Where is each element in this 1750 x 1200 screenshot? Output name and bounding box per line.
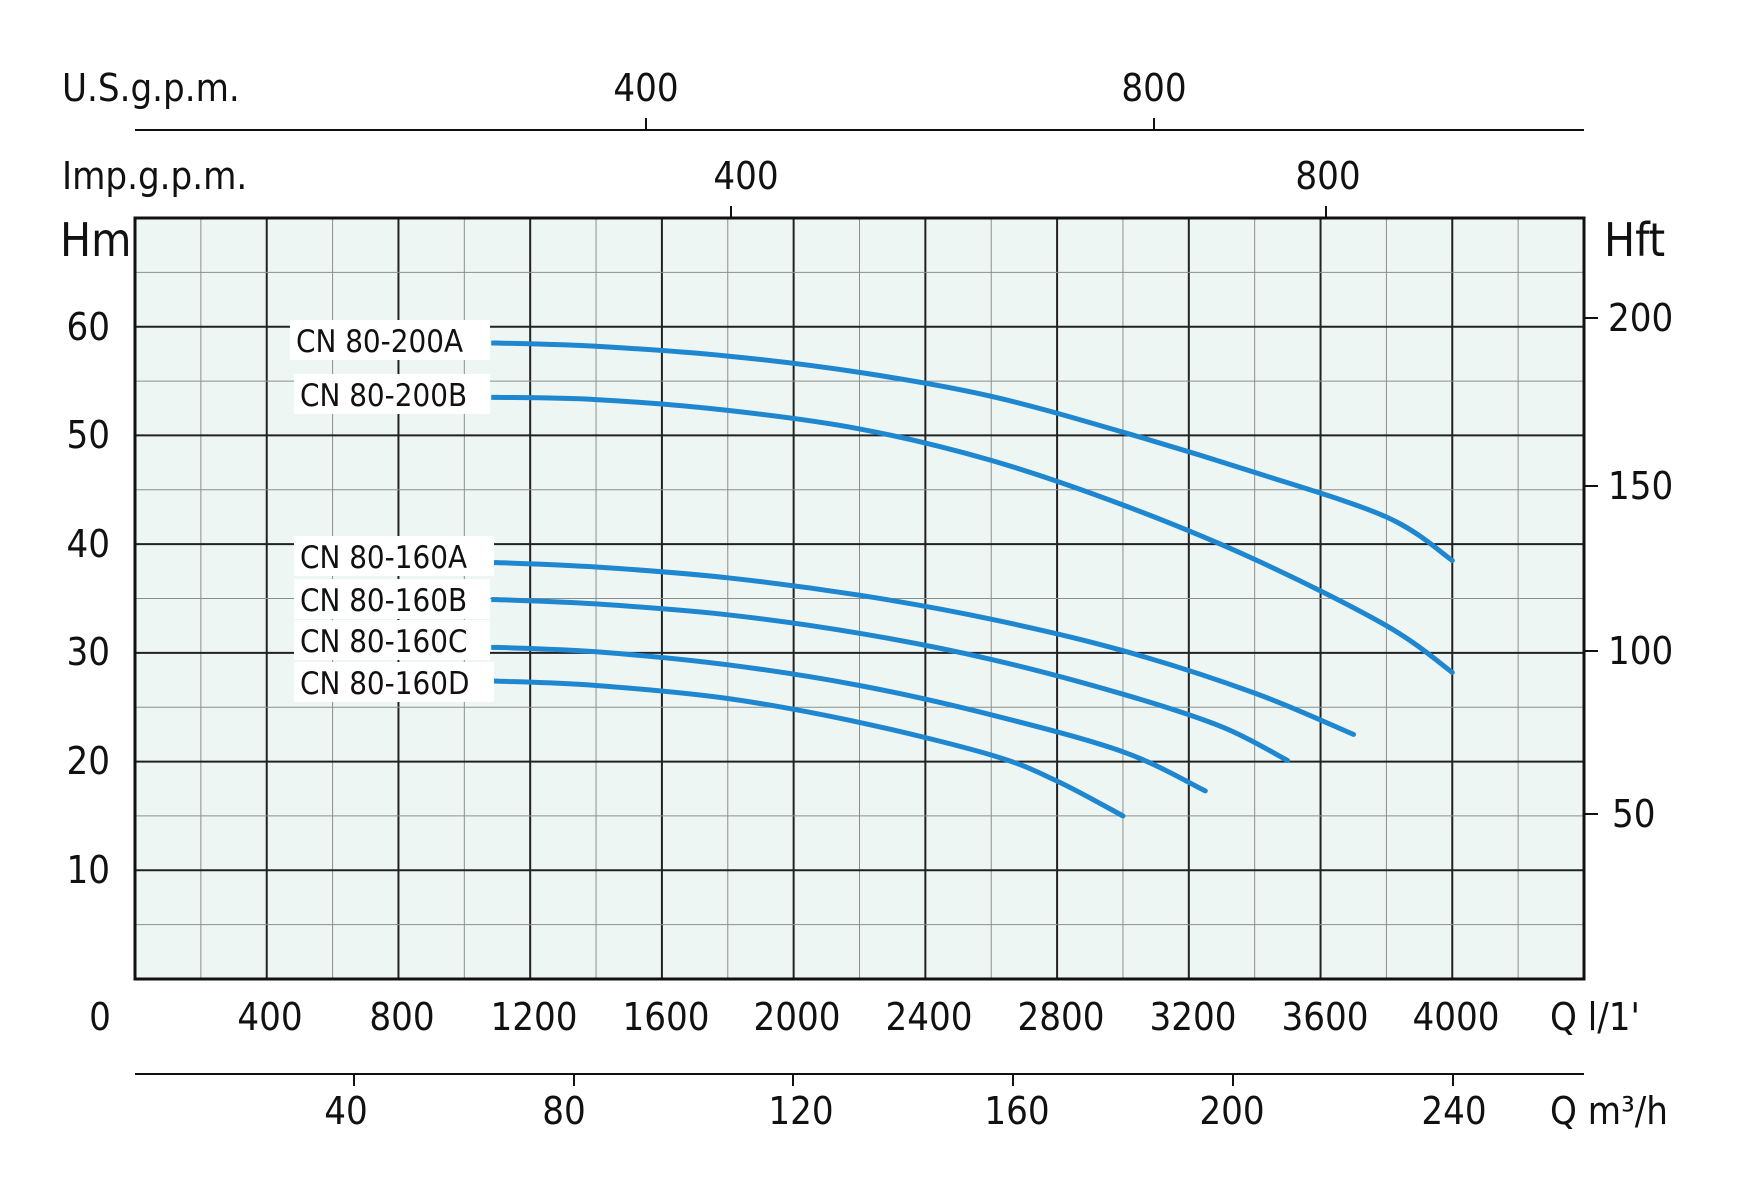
hm-tick-label: 60: [67, 305, 111, 349]
series-label-backing: [290, 320, 490, 360]
hft-tick-label: 50: [1612, 792, 1656, 836]
lmin-tick-label: 2000: [754, 995, 841, 1039]
series-label-backing: [294, 620, 490, 660]
series-label-cn80-160c: CN 80-160C: [300, 624, 467, 660]
hm-tick-label: 40: [67, 522, 111, 566]
us-gpm-tick-label: 800: [1121, 66, 1186, 110]
lmin-tick-label: 3200: [1150, 995, 1237, 1039]
series-label-cn80-160a: CN 80-160A: [300, 540, 467, 576]
m3h-tick-label: 200: [1199, 1089, 1264, 1133]
lmin-tick-label: 3600: [1282, 995, 1369, 1039]
series-line-cn-80-200a: [494, 340, 1455, 563]
series-line-cn-80-200b: [494, 394, 1455, 675]
x-primary-axis-label: Q l/1': [1550, 995, 1640, 1039]
hft-tick-label: 200: [1608, 296, 1673, 340]
m3h-tick-label: 80: [542, 1089, 586, 1133]
us-gpm-axis-label: U.S.g.p.m.: [62, 66, 240, 110]
lmin-tick-label: 4000: [1413, 995, 1500, 1039]
lmin-tick-label: 800: [369, 995, 434, 1039]
m3h-tick-label: 40: [324, 1089, 368, 1133]
x-secondary-axis-label: Q m³/h: [1550, 1089, 1668, 1133]
series-label-backing: [294, 536, 494, 576]
series-line-cn-80-160a: [494, 560, 1356, 737]
series-labels: CN 80-200A CN 80-200B CN 80-160A CN 80-1…: [290, 320, 494, 702]
lmin-tick-label: 400: [237, 995, 302, 1039]
imp-gpm-axis-label: Imp.g.p.m.: [62, 154, 247, 198]
hft-tick-label: 100: [1608, 629, 1673, 673]
hm-tick-label: 30: [67, 630, 111, 674]
hm-tick-label: 10: [67, 848, 111, 892]
m3h-tick-label: 240: [1421, 1089, 1486, 1133]
imp-gpm-tick-label: 800: [1295, 154, 1360, 198]
hm-tick-label: 50: [67, 413, 111, 457]
us-gpm-tick-label: 400: [613, 66, 678, 110]
series-label-cn80-200a: CN 80-200A: [296, 324, 463, 360]
series-label-cn80-160d: CN 80-160D: [300, 666, 469, 702]
y-left-axis-label: Hm: [60, 213, 131, 267]
hm-tick-label: 20: [67, 739, 111, 783]
plot-frame: [133, 216, 1586, 981]
series-line-cn-80-160d: [494, 678, 1126, 819]
lmin-tick-label: 0: [89, 995, 111, 1039]
series-label-backing: [294, 662, 494, 702]
lmin-tick-label: 1200: [491, 995, 578, 1039]
hft-tick-label: 150: [1608, 464, 1673, 508]
imp-gpm-tick-label: 400: [713, 154, 778, 198]
m3h-tick-label: 160: [984, 1089, 1049, 1133]
pump-curves: [491, 340, 1455, 819]
series-label-backing: [294, 374, 490, 414]
y-right-axis-label: Hft: [1604, 213, 1665, 267]
series-line-cn-80-160c: [494, 644, 1208, 794]
series-label-cn80-200b: CN 80-200B: [300, 378, 467, 414]
lmin-tick-label: 2800: [1018, 995, 1105, 1039]
series-label-backing: [294, 579, 490, 619]
m3h-tick-label: 120: [768, 1089, 833, 1133]
series-label-cn80-160b: CN 80-160B: [300, 583, 467, 619]
series-line-cn-80-160b: [494, 597, 1291, 763]
lmin-tick-label: 1600: [623, 995, 710, 1039]
lmin-tick-label: 2400: [886, 995, 973, 1039]
